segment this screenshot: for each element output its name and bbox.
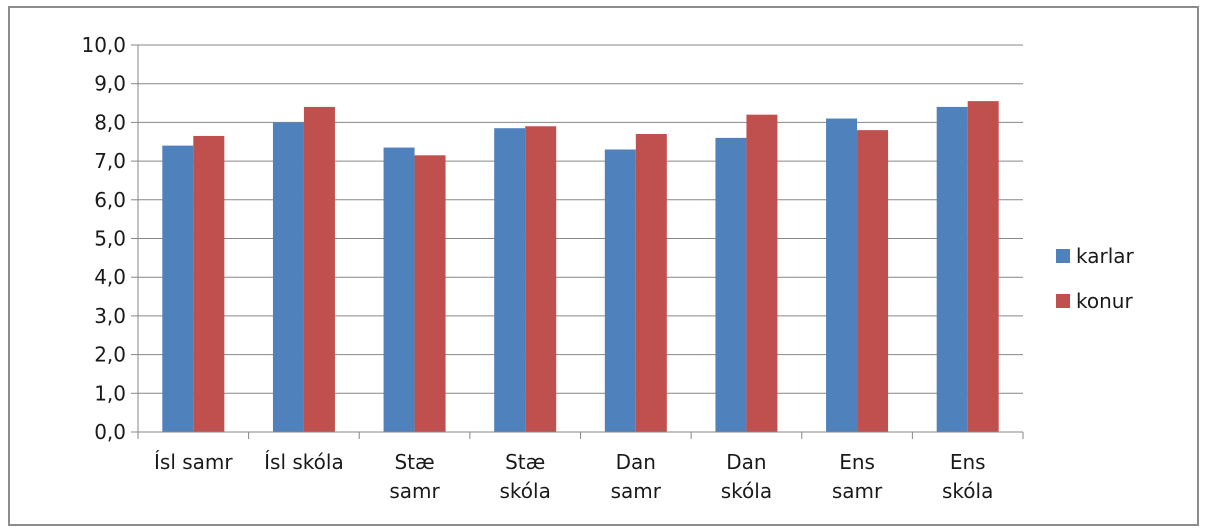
x-category-label: Ens samr <box>832 450 883 503</box>
bar-karlar <box>162 145 194 432</box>
gridlines <box>138 44 1023 394</box>
bar-karlar <box>715 137 747 432</box>
y-tick-label: 3,0 <box>94 304 126 328</box>
x-category-label: Stæ samr <box>389 450 440 503</box>
bar-konur <box>303 106 335 433</box>
bars <box>162 101 999 433</box>
bar-konur <box>525 126 557 433</box>
y-tick-label: 1,0 <box>94 381 126 405</box>
x-category-label: Ísl skóla <box>264 450 344 474</box>
chart-frame: 0,0 1,0 2,0 3,0 4,0 5,0 6,0 7,0 8,0 9,0 10,0 Ísl s… <box>8 6 1199 526</box>
bar-karlar <box>383 147 415 432</box>
y-tick-label: 5,0 <box>94 227 126 251</box>
y-tick-labels: 0,0 1,0 2,0 3,0 4,0 5,0 6,0 7,0 8,0 9,0 10,0 <box>81 33 126 444</box>
y-tick-label: 10,0 <box>81 33 126 57</box>
bar-konur <box>414 155 446 433</box>
legend-swatch-konur <box>1056 294 1070 308</box>
bar-konur <box>857 130 889 432</box>
legend-label-karlar: karlar <box>1076 244 1135 268</box>
x-category-label: Ens skóla <box>942 450 993 503</box>
bar-konur <box>967 101 999 433</box>
axes <box>131 44 1024 439</box>
y-tick-label: 8,0 <box>94 110 126 134</box>
x-category-label: Dan skóla <box>721 450 772 503</box>
legend-label-konur: konur <box>1076 289 1133 313</box>
x-category-label: Ísl samr <box>154 450 233 474</box>
bar-karlar <box>826 118 858 432</box>
x-category-labels: Ísl samr Ísl skóla Stæ samr Stæ skóla Dan samr D… <box>154 450 993 503</box>
bar-konur <box>746 114 778 432</box>
x-category-label: Dan samr <box>611 450 662 503</box>
x-category-label: Stæ skóla <box>500 450 551 503</box>
bar-karlar <box>272 122 304 433</box>
y-tick-label: 9,0 <box>94 72 126 96</box>
y-tick-label: 6,0 <box>94 188 126 212</box>
legend: karlar konur <box>1056 244 1135 313</box>
y-tick-label: 7,0 <box>94 149 126 173</box>
y-tick-label: 0,0 <box>94 420 126 444</box>
legend-swatch-karlar <box>1056 249 1070 263</box>
bar-konur <box>635 134 667 432</box>
bar-chart: 0,0 1,0 2,0 3,0 4,0 5,0 6,0 7,0 8,0 9,0 10,0 Ísl s… <box>81 33 1135 503</box>
bar-karlar <box>604 149 636 433</box>
bar-karlar <box>936 106 968 433</box>
y-tick-label: 4,0 <box>94 265 126 289</box>
bar-karlar <box>494 128 526 432</box>
y-tick-label: 2,0 <box>94 343 126 367</box>
bar-konur <box>193 135 225 432</box>
